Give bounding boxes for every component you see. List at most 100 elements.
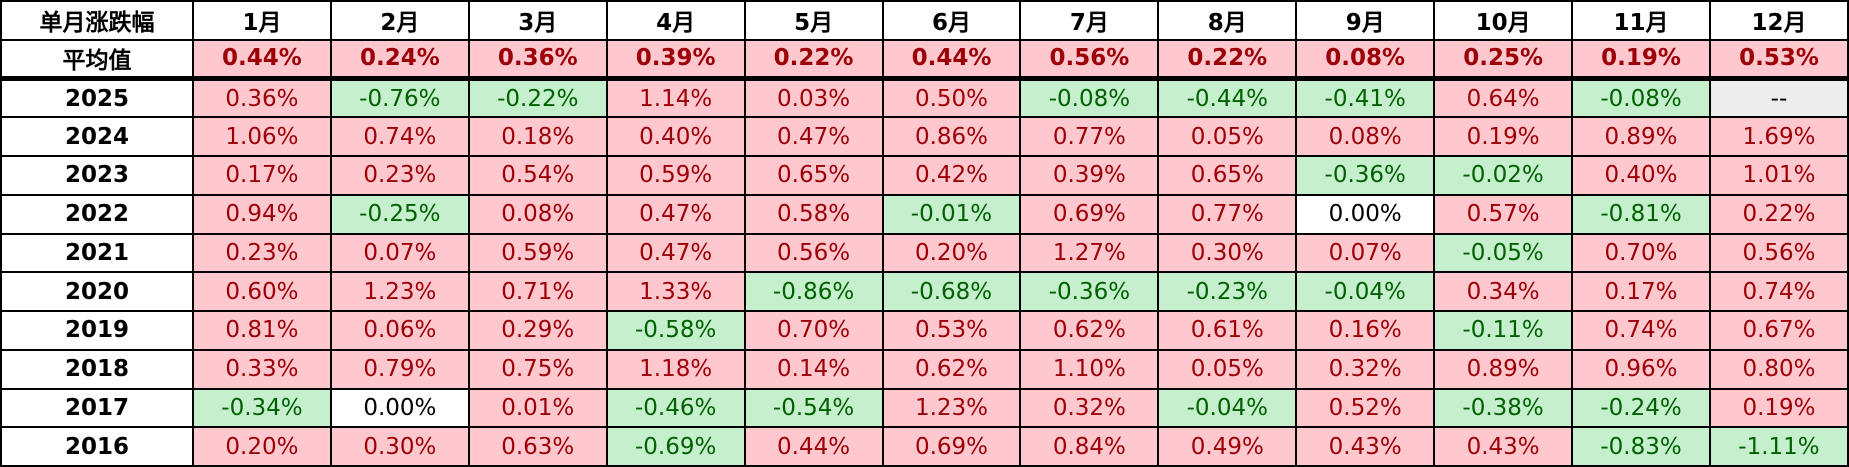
value-cell: 0.89% bbox=[1433, 348, 1574, 390]
value-cell: 0.40% bbox=[1571, 155, 1711, 196]
value-cell: 1.10% bbox=[1019, 348, 1160, 390]
month-header: 1月 bbox=[192, 0, 332, 41]
value-cell: 0.59% bbox=[467, 232, 608, 274]
value-cell: 0.01% bbox=[467, 387, 608, 429]
month-header: 6月 bbox=[881, 0, 1022, 41]
value-cell: 0.43% bbox=[1433, 426, 1574, 467]
month-header: 2月 bbox=[329, 0, 470, 41]
value-cell: 0.08% bbox=[1295, 116, 1436, 157]
value-cell: 0.54% bbox=[467, 155, 608, 196]
value-cell: 1.14% bbox=[605, 77, 746, 119]
value-cell: -0.54% bbox=[743, 387, 884, 429]
value-cell: 0.89% bbox=[1571, 116, 1711, 157]
month-header: 7月 bbox=[1019, 0, 1160, 41]
value-cell: -0.68% bbox=[881, 271, 1022, 312]
value-cell: 0.00% bbox=[1295, 193, 1436, 235]
value-cell: 0.60% bbox=[192, 271, 332, 312]
value-cell: 0.74% bbox=[329, 116, 470, 157]
value-cell: 0.20% bbox=[881, 232, 1022, 274]
value-cell: 0.58% bbox=[743, 193, 884, 235]
value-cell: -0.11% bbox=[1433, 310, 1574, 351]
value-cell: 0.32% bbox=[1019, 387, 1160, 429]
value-cell: 0.94% bbox=[192, 193, 332, 235]
value-cell: 0.81% bbox=[192, 310, 332, 351]
value-cell: -0.69% bbox=[605, 426, 746, 467]
value-cell: 0.74% bbox=[1571, 310, 1711, 351]
month-header: 10月 bbox=[1433, 0, 1574, 41]
value-cell: 0.56% bbox=[743, 232, 884, 274]
month-header: 4月 bbox=[605, 0, 746, 41]
value-cell: 0.23% bbox=[192, 232, 332, 274]
value-cell: -0.02% bbox=[1433, 155, 1574, 196]
value-cell: 0.71% bbox=[467, 271, 608, 312]
value-cell: 0.69% bbox=[1019, 193, 1160, 235]
value-cell: 0.65% bbox=[743, 155, 884, 196]
value-cell: 0.77% bbox=[1157, 193, 1298, 235]
value-cell: 0.80% bbox=[1708, 348, 1849, 390]
value-cell: 0.57% bbox=[1433, 193, 1574, 235]
value-cell: 0.53% bbox=[881, 310, 1022, 351]
month-header: 9月 bbox=[1295, 0, 1436, 41]
value-cell: 0.79% bbox=[329, 348, 470, 390]
value-cell: 0.19% bbox=[1571, 38, 1711, 81]
value-cell: -0.44% bbox=[1157, 77, 1298, 119]
month-header: 3月 bbox=[467, 0, 608, 41]
value-cell: 0.62% bbox=[1019, 310, 1160, 351]
value-cell: -0.22% bbox=[467, 77, 608, 119]
value-cell: -- bbox=[1708, 77, 1849, 119]
value-cell: 0.32% bbox=[1295, 348, 1436, 390]
value-cell: 0.05% bbox=[1157, 348, 1298, 390]
value-cell: 0.22% bbox=[1157, 38, 1298, 81]
value-cell: 0.44% bbox=[192, 38, 332, 81]
value-cell: 0.64% bbox=[1433, 77, 1574, 119]
value-cell: 0.16% bbox=[1295, 310, 1436, 351]
year-row: 2016 0.20% 0.30% 0.63% -0.69% 0.44% 0.69% 0.84%… bbox=[0, 426, 1849, 467]
row-label: 2024 bbox=[0, 116, 194, 157]
value-cell: -0.34% bbox=[192, 387, 332, 429]
value-cell: 0.47% bbox=[605, 232, 746, 274]
value-cell: -0.05% bbox=[1433, 232, 1574, 274]
value-cell: -0.01% bbox=[881, 193, 1022, 235]
value-cell: 0.36% bbox=[192, 77, 332, 119]
row-label: 2022 bbox=[0, 193, 194, 235]
value-cell: 0.30% bbox=[329, 426, 470, 467]
month-header: 11月 bbox=[1571, 0, 1711, 41]
value-cell: 0.96% bbox=[1571, 348, 1711, 390]
value-cell: 0.06% bbox=[329, 310, 470, 351]
value-cell: 0.52% bbox=[1295, 387, 1436, 429]
value-cell: -0.83% bbox=[1571, 426, 1711, 467]
value-cell: 0.17% bbox=[192, 155, 332, 196]
year-row: 2019 0.81% 0.06% 0.29% -0.58% 0.70% 0.53% 0.62%… bbox=[0, 310, 1849, 351]
row-label: 2020 bbox=[0, 271, 194, 312]
value-cell: 0.70% bbox=[743, 310, 884, 351]
value-cell: 1.69% bbox=[1708, 116, 1849, 157]
value-cell: 0.61% bbox=[1157, 310, 1298, 351]
value-cell: 0.53% bbox=[1708, 38, 1849, 81]
value-cell: -0.36% bbox=[1295, 155, 1436, 196]
value-cell: 0.47% bbox=[743, 116, 884, 157]
value-cell: 0.07% bbox=[329, 232, 470, 274]
value-cell: 0.07% bbox=[1295, 232, 1436, 274]
year-row: 2024 1.06% 0.74% 0.18% 0.40% 0.47% 0.86% 0.77% 0… bbox=[0, 116, 1849, 157]
row-label: 平均值 bbox=[0, 38, 194, 81]
value-cell: 0.65% bbox=[1157, 155, 1298, 196]
value-cell: 0.36% bbox=[467, 38, 608, 81]
value-cell: -0.38% bbox=[1433, 387, 1574, 429]
value-cell: 0.44% bbox=[881, 38, 1022, 81]
value-cell: -0.25% bbox=[329, 193, 470, 235]
value-cell: 0.84% bbox=[1019, 426, 1160, 467]
value-cell: 0.63% bbox=[467, 426, 608, 467]
value-cell: 0.25% bbox=[1433, 38, 1574, 81]
value-cell: 0.23% bbox=[329, 155, 470, 196]
value-cell: 1.18% bbox=[605, 348, 746, 390]
month-header: 8月 bbox=[1157, 0, 1298, 41]
row-label: 2019 bbox=[0, 310, 194, 351]
value-cell: -0.58% bbox=[605, 310, 746, 351]
year-row: 2023 0.17% 0.23% 0.54% 0.59% 0.65% 0.42% 0.39% 0… bbox=[0, 155, 1849, 196]
value-cell: 0.56% bbox=[1019, 38, 1160, 81]
value-cell: -0.86% bbox=[743, 271, 884, 312]
value-cell: 0.75% bbox=[467, 348, 608, 390]
value-cell: 0.67% bbox=[1708, 310, 1849, 351]
value-cell: 0.77% bbox=[1019, 116, 1160, 157]
